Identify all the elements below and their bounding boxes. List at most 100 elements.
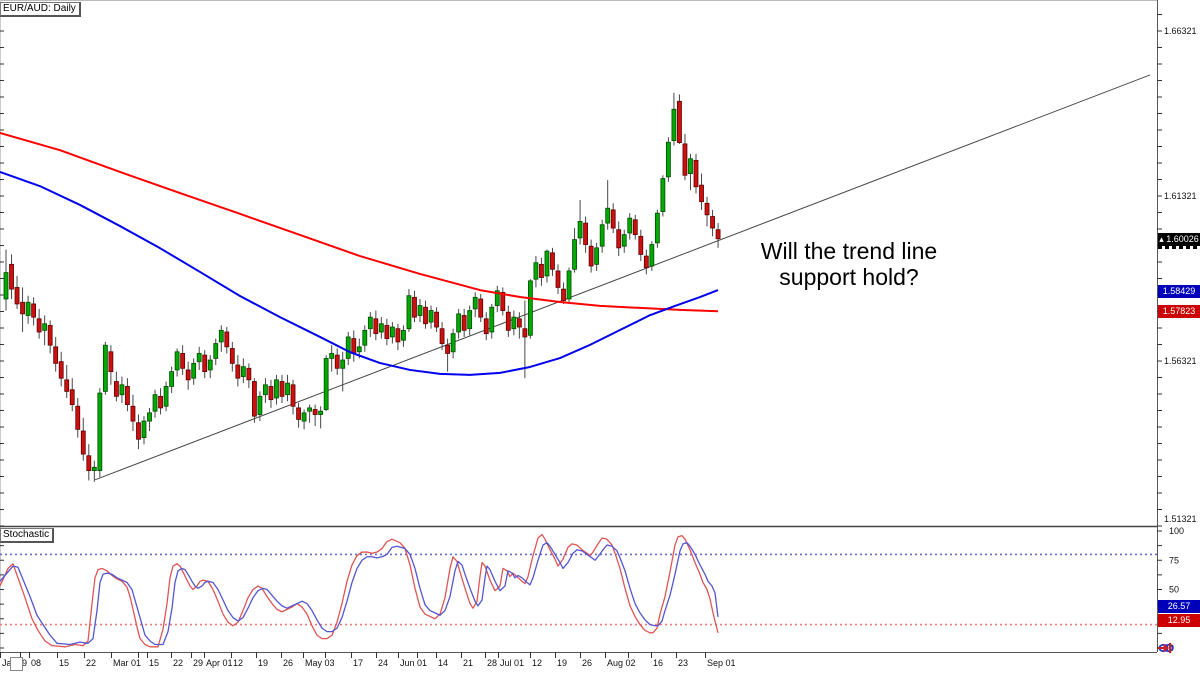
date-axis-label: 14 xyxy=(438,658,448,668)
candle-down xyxy=(290,384,296,407)
candle-down xyxy=(20,301,25,315)
candle-up xyxy=(152,394,158,412)
goto-end-icon[interactable] xyxy=(1158,641,1172,655)
candle-down xyxy=(710,216,715,229)
candle-up xyxy=(97,392,103,471)
candle-down xyxy=(434,311,439,328)
candle-up xyxy=(367,316,373,330)
candle-down xyxy=(224,331,230,348)
candle-down xyxy=(423,306,428,325)
axis-corner-box xyxy=(10,657,23,671)
candle-up xyxy=(450,333,456,353)
candle-down xyxy=(125,386,130,405)
candle-up xyxy=(163,386,169,407)
candle-up xyxy=(533,262,539,280)
candle-down xyxy=(461,315,467,331)
stoch-axis-label: 0 xyxy=(1169,643,1174,653)
candle-up xyxy=(572,239,577,270)
candle-down xyxy=(75,405,81,430)
candle-up xyxy=(91,466,97,471)
candle-up xyxy=(511,316,517,330)
candle-down xyxy=(185,369,191,381)
candle-down xyxy=(588,245,594,267)
candle-down xyxy=(158,395,163,409)
annotation-line-2: support hold? xyxy=(779,264,919,290)
candle-up xyxy=(594,247,600,265)
date-axis-label: 9 xyxy=(22,658,27,668)
date-axis-label: Jun 01 xyxy=(400,658,427,668)
annotation-line-1: Will the trend line xyxy=(760,238,938,264)
candle-up xyxy=(102,344,108,392)
candle-up xyxy=(544,250,550,277)
candle-down xyxy=(693,159,699,188)
candle-up xyxy=(528,280,533,336)
candle-down xyxy=(395,328,401,343)
candle-down xyxy=(699,184,704,203)
candle-up xyxy=(362,329,368,346)
candle-down xyxy=(555,270,561,288)
candle-up xyxy=(274,379,279,399)
candle-down xyxy=(312,409,318,415)
stoch-slow xyxy=(0,542,719,646)
date-axis-label: Apr 01 xyxy=(206,658,233,668)
candle-up xyxy=(467,310,473,330)
candle-up xyxy=(218,329,224,343)
candle-down xyxy=(108,351,114,372)
candle-up xyxy=(307,407,313,412)
date-axis-label: Jul 01 xyxy=(500,658,524,668)
date-axis-label: 29 xyxy=(193,658,203,668)
candle-down xyxy=(500,291,506,311)
candle-up xyxy=(494,290,500,306)
date-axis-label: 22 xyxy=(86,658,96,668)
candle-down xyxy=(235,364,241,379)
candle-down xyxy=(64,379,70,392)
candle-down xyxy=(130,405,136,422)
last-price-tag-dashes xyxy=(1158,245,1200,249)
stoch-slow-value-tag: 26.57 xyxy=(1158,599,1200,613)
ma-red-price-tag: 1.57823 xyxy=(1158,304,1200,318)
candle-up xyxy=(660,178,666,212)
stoch-axis-label: 100 xyxy=(1169,526,1184,536)
date-axis-label: 26 xyxy=(283,658,293,668)
candle-down xyxy=(80,430,86,455)
trendline[interactable] xyxy=(94,74,1151,481)
candle-up xyxy=(147,412,152,422)
candle-down xyxy=(632,219,638,236)
candle-down xyxy=(180,353,186,369)
candle-down xyxy=(616,229,622,249)
candle-up xyxy=(627,217,633,234)
candle-up xyxy=(621,234,627,247)
candle-down xyxy=(268,386,274,401)
candle-up xyxy=(654,212,660,244)
price-axis-label: 1.61321 xyxy=(1164,191,1197,201)
candle-down xyxy=(539,263,544,278)
candle-down xyxy=(643,255,649,269)
candle-up xyxy=(456,313,462,333)
ma-slow-red xyxy=(0,132,719,313)
candle-up xyxy=(42,323,48,331)
date-axis-label: Sep 01 xyxy=(707,658,736,668)
candle-down xyxy=(202,354,208,372)
candle-down xyxy=(561,288,566,302)
stoch-fast-value-tag: 12.95 xyxy=(1158,613,1200,627)
candle-up xyxy=(417,305,423,316)
candle-up xyxy=(318,410,324,415)
candle-up xyxy=(3,272,9,300)
price-axis-label: 1.66321 xyxy=(1164,26,1197,36)
candle-down xyxy=(14,287,20,305)
date-axis-label: 15 xyxy=(149,658,159,668)
candle-up xyxy=(599,224,605,247)
candle-up xyxy=(263,384,268,396)
candle-up xyxy=(285,382,290,396)
symbol-timeframe-label: EUR/AUD: Daily xyxy=(0,2,81,17)
candle-down xyxy=(69,389,75,405)
candle-down xyxy=(677,100,682,143)
candle-up xyxy=(489,306,495,333)
candle-up xyxy=(345,336,351,359)
candle-down xyxy=(114,381,119,397)
candle-down xyxy=(583,222,588,245)
candle-up xyxy=(406,295,412,330)
date-axis-label: 08 xyxy=(31,658,41,668)
